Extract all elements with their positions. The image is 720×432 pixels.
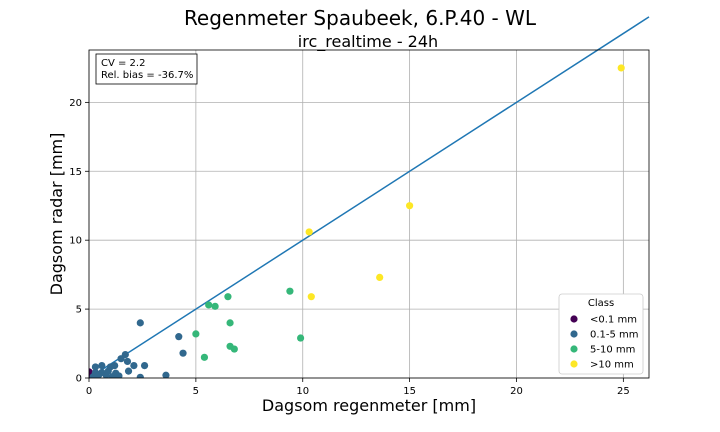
data-point xyxy=(286,287,294,295)
data-point xyxy=(123,357,132,366)
y-tick-label: 20 xyxy=(69,98,82,109)
data-point xyxy=(230,345,238,353)
x-tick-label: 25 xyxy=(617,386,630,397)
x-tick-label: 10 xyxy=(296,386,309,397)
data-point xyxy=(130,361,138,370)
y-tick-label: 15 xyxy=(69,167,82,178)
legend-marker xyxy=(570,330,578,338)
one-to-one-line xyxy=(88,16,650,379)
data-point xyxy=(224,293,232,301)
legend: Class <0.1 mm 0.1-5 mm 5-10 mm >10 mm xyxy=(558,293,644,375)
x-tick-label: 0 xyxy=(86,386,92,397)
data-point xyxy=(297,334,305,342)
legend-marker xyxy=(570,345,578,353)
axis-ticks: 0 5 10 15 20 25 0 5 10 15 20 xyxy=(69,98,629,397)
data-point xyxy=(140,361,149,370)
data-point xyxy=(226,319,234,327)
data-point xyxy=(124,367,133,375)
data-point xyxy=(205,301,213,309)
data-point xyxy=(305,228,313,236)
legend-box xyxy=(558,293,644,375)
y-tick-label: 5 xyxy=(76,305,82,316)
plot-frame xyxy=(88,49,650,379)
data-point xyxy=(376,273,384,281)
legend-marker xyxy=(570,360,578,368)
data-point xyxy=(98,361,106,370)
y-tick-label: 10 xyxy=(69,236,82,247)
legend-label: 5-10 mm xyxy=(590,345,635,356)
data-points xyxy=(89,64,625,378)
data-point xyxy=(121,350,129,359)
bias-text: Rel. bias = -36.7% xyxy=(101,70,193,81)
data-point xyxy=(136,319,144,327)
data-point xyxy=(192,330,200,338)
x-tick-label: 5 xyxy=(193,386,199,397)
data-point xyxy=(406,202,414,210)
data-point xyxy=(617,64,625,72)
data-point xyxy=(136,373,144,378)
y-axis-label: Dagsom radar [mm] xyxy=(47,133,66,296)
data-point xyxy=(211,302,219,310)
data-point xyxy=(307,293,315,301)
data-point xyxy=(162,371,170,378)
legend-title: Class xyxy=(588,298,614,309)
chart-title: Regenmeter Spaubeek, 6.P.40 - WL xyxy=(184,6,537,30)
chart-subtitle: irc_realtime - 24h xyxy=(298,32,438,52)
y-tick-label: 0 xyxy=(76,374,82,385)
x-axis-label: Dagsom regenmeter [mm] xyxy=(262,396,476,415)
legend-label: <0.1 mm xyxy=(590,315,637,326)
data-point xyxy=(175,333,183,341)
legend-marker xyxy=(570,315,578,323)
cv-text: CV = 2.2 xyxy=(101,58,145,69)
x-tick-label: 20 xyxy=(510,386,523,397)
legend-label: 0.1-5 mm xyxy=(590,330,639,341)
data-point xyxy=(111,361,119,370)
reference-line-layer xyxy=(88,16,650,379)
data-point xyxy=(179,349,187,357)
data-point xyxy=(91,363,100,371)
stats-box: CV = 2.2 Rel. bias = -36.7% xyxy=(95,53,198,85)
data-point xyxy=(200,353,209,361)
data-point xyxy=(115,372,123,378)
x-tick-label: 15 xyxy=(403,386,416,397)
legend-label: >10 mm xyxy=(590,360,634,371)
